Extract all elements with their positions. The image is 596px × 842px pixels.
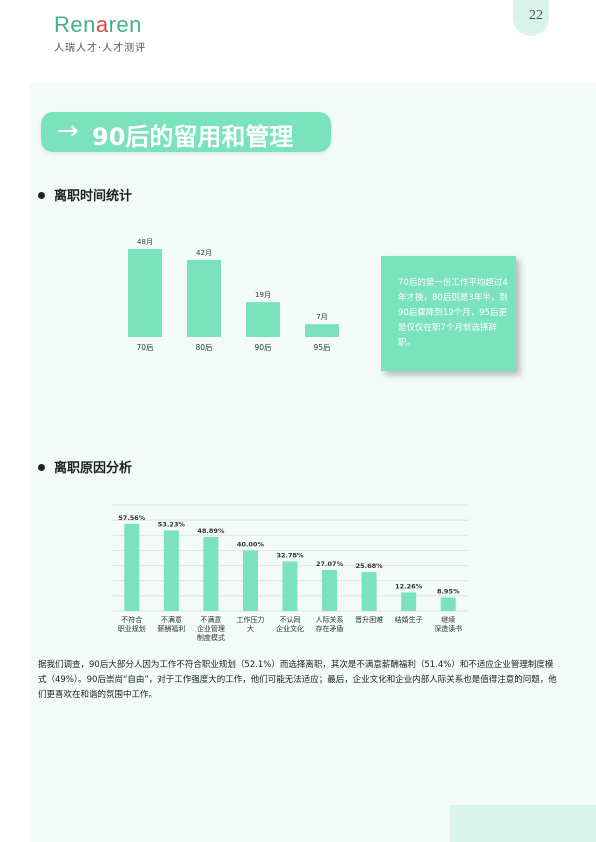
data-label: 32.78%	[276, 551, 304, 559]
data-label: 8.95%	[437, 587, 460, 595]
category-label: 薪酬福利	[157, 624, 185, 633]
callout-box	[381, 256, 516, 371]
bar	[401, 592, 417, 611]
category-label: 制度模式	[197, 633, 225, 642]
category-label: 70后	[136, 342, 154, 352]
category-label: 结婚生子	[395, 615, 423, 624]
category-label: 继续	[441, 615, 455, 624]
logo-wordmark: Renaren	[54, 12, 142, 37]
data-label: 12.26%	[395, 582, 423, 590]
bar	[124, 523, 140, 611]
data-label: 40.00%	[237, 540, 265, 548]
logo: Renaren 人瑞人才·人才测评	[54, 12, 146, 54]
category-label: 不符合	[121, 615, 142, 624]
bar	[242, 550, 258, 611]
data-label: 27.07%	[316, 560, 344, 568]
category-label: 不认同	[280, 615, 301, 624]
callout-text: 70后的第一份工作平均超过4年才换，80后则是3年半，到90后骤降到19个月，9…	[398, 278, 508, 348]
category-label: 90后	[254, 342, 272, 352]
section-heading-reasons: 离职原因分析	[38, 457, 132, 476]
tenure-bar-chart: 48月 70后 42月 80后 19月 90后 7月 95后	[128, 238, 339, 352]
bar	[440, 597, 456, 611]
bar	[305, 324, 339, 337]
category-label: 深造读书	[434, 624, 462, 633]
bar	[246, 302, 280, 337]
logo-subtitle: 人瑞人才·人才测评	[54, 43, 147, 54]
page-title: 90后的留用和管理	[92, 123, 294, 151]
category-label: 存在矛盾	[316, 624, 344, 633]
bar	[163, 530, 179, 611]
category-label: 不满意	[161, 615, 182, 624]
section-heading-tenure: 离职时间统计	[38, 185, 132, 204]
category-label: 95后	[313, 342, 331, 352]
data-label: 19月	[255, 291, 271, 299]
category-label: 人际关系	[316, 615, 344, 624]
background-panel	[30, 83, 596, 842]
data-label: 7月	[316, 313, 327, 321]
bar	[282, 561, 298, 611]
reasons-bar-chart: 57.56%不符合职业规划53.23%不满意薪酬福利48.89%不满意企业管理制…	[112, 504, 468, 642]
bullet-icon	[38, 464, 45, 471]
arrow-right-icon: →	[57, 116, 79, 146]
category-label: 工作压力	[236, 615, 264, 624]
data-label: 53.23%	[158, 520, 186, 528]
data-label: 25.68%	[356, 562, 384, 570]
data-label: 57.56%	[118, 514, 146, 522]
analysis-paragraph: 据我们调查，90后大部分人因为工作不符合职业规划（52.1%）而选择离职，其次是…	[38, 660, 557, 700]
data-label: 48.89%	[197, 527, 225, 535]
category-label: 企业文化	[276, 624, 304, 633]
page-number: 22	[529, 8, 543, 23]
corner-decoration	[450, 805, 596, 842]
category-label: 企业管理	[197, 624, 225, 633]
bullet-icon	[38, 192, 45, 199]
bar	[361, 572, 377, 611]
page-number-tab	[513, 0, 549, 36]
data-label: 48月	[137, 238, 153, 246]
category-label: 大	[247, 624, 254, 633]
category-label: 职业规划	[118, 624, 146, 633]
data-label: 42月	[196, 249, 212, 257]
bar	[203, 536, 219, 611]
category-label: 晋升困难	[355, 615, 383, 624]
category-label: 80后	[195, 342, 213, 352]
title-banner	[41, 112, 331, 152]
bar	[128, 249, 162, 337]
bar	[187, 260, 221, 337]
category-label: 不满意	[200, 615, 221, 624]
bar	[322, 570, 338, 611]
